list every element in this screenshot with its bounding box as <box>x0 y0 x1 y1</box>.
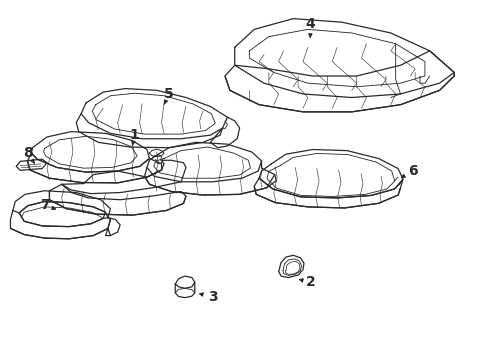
Text: 7: 7 <box>40 198 55 212</box>
Text: 4: 4 <box>305 17 315 37</box>
Text: 8: 8 <box>22 146 34 163</box>
Text: 2: 2 <box>299 275 315 289</box>
Text: 5: 5 <box>163 87 173 104</box>
Text: 1: 1 <box>130 128 140 145</box>
Text: 3: 3 <box>199 289 217 303</box>
Text: 6: 6 <box>401 164 417 178</box>
